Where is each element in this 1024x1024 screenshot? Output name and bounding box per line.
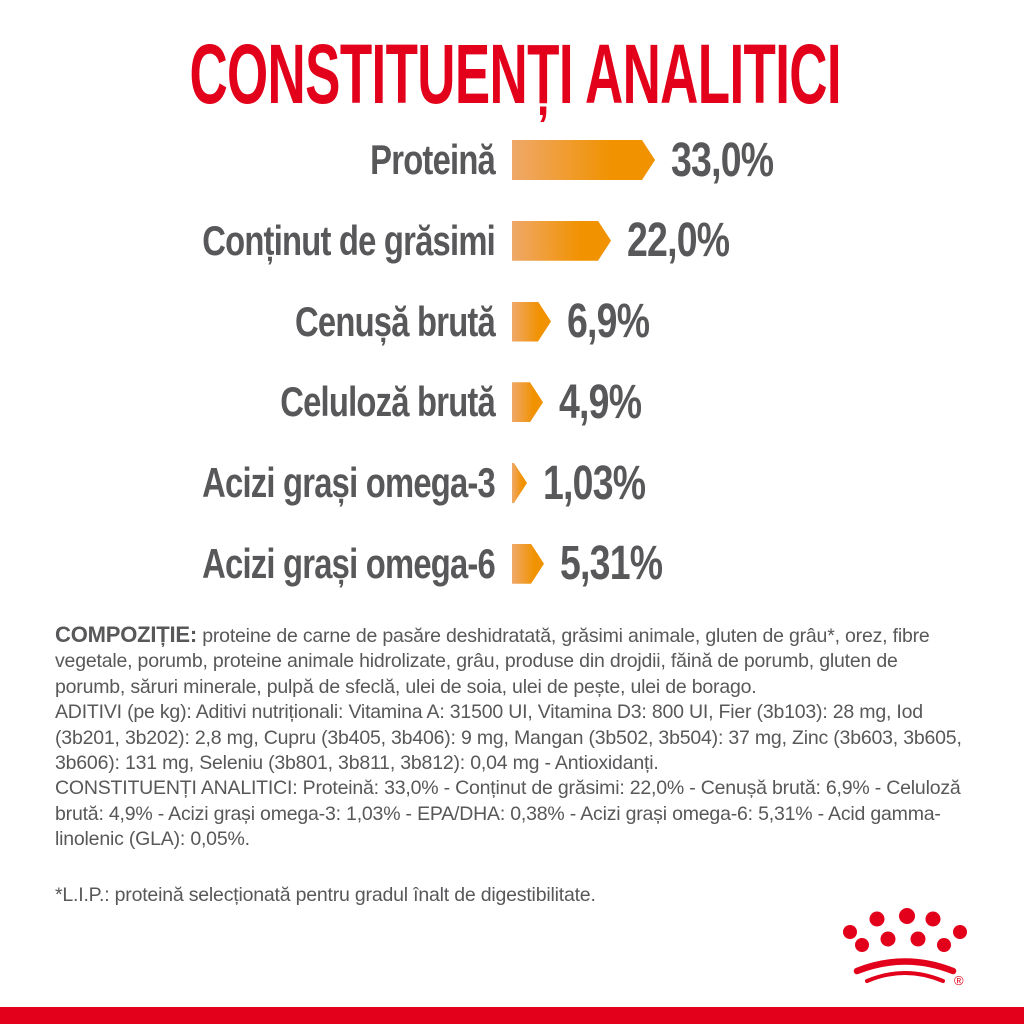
additives-paragraph: ADITIVI (pe kg): Aditivi nutriționali: V… — [55, 701, 962, 775]
analytical-paragraph: CONSTITUENȚI ANALITICI: Proteină: 33,0% … — [55, 777, 961, 851]
label-text-block: COMPOZIȚIE: proteine de carne de pasăre … — [55, 622, 971, 908]
constituent-value: 1,03% — [543, 456, 646, 510]
constituent-value: 5,31% — [560, 537, 663, 591]
value-bar — [512, 302, 551, 342]
composition-lead: COMPOZIȚIE: — [55, 622, 198, 647]
constituent-label: Cenușă brută — [295, 297, 496, 345]
value-bar — [512, 221, 611, 261]
composition-text: proteine de carne de pasăre deshidratată… — [55, 625, 930, 698]
chart-row: Celuloză brută 4,9% — [0, 376, 1024, 429]
chart-row: Acizi grași omega-3 1,03% — [0, 457, 1024, 510]
constituent-label: Conținut de grăsimi — [202, 216, 496, 264]
registered-trademark: ® — [954, 973, 964, 988]
constituent-label: Acizi grași omega-3 — [202, 459, 496, 506]
value-bar — [512, 544, 544, 584]
constituent-value: 6,9% — [567, 295, 650, 348]
constituent-label: Acizi grași omega-6 — [202, 539, 496, 587]
constituent-label: Proteină — [370, 136, 496, 183]
lip-note: *L.I.P.: proteină selecționată pentru gr… — [55, 883, 596, 906]
chart-row: Acizi grași omega-6 5,31% — [0, 537, 1024, 590]
constituent-value: 22,0% — [627, 214, 730, 268]
constituent-value: 33,0% — [671, 133, 774, 187]
royal-canin-crown-icon: ® — [843, 908, 967, 988]
constituent-value: 4,9% — [559, 375, 642, 429]
analytical-constituents-chart: Proteină 33,0% Conținut de grăsimi 22,0% Cen… — [0, 134, 1024, 591]
composition-paragraph: COMPOZIȚIE: proteine de carne de pasăre … — [55, 622, 971, 700]
constituent-label: Celuloză brută — [280, 378, 496, 426]
bottom-red-bar — [0, 1007, 1024, 1024]
value-bar — [512, 140, 655, 180]
crown-band-arc-thin — [865, 971, 945, 983]
value-bar — [512, 382, 543, 422]
crown-band-arc — [853, 958, 957, 975]
chart-row: Cenușă brută 6,9% — [0, 295, 1024, 348]
chart-row: Proteină 33,0% — [0, 134, 1024, 187]
value-bar — [512, 463, 527, 503]
chart-row: Conținut de grăsimi 22,0% — [0, 214, 1024, 267]
page-title: CONSTITUENȚI ANALITICI — [189, 27, 841, 121]
